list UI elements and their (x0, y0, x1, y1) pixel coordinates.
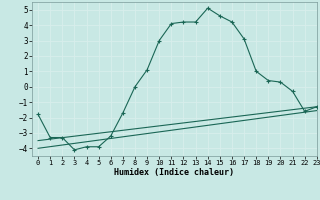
X-axis label: Humidex (Indice chaleur): Humidex (Indice chaleur) (115, 168, 234, 177)
